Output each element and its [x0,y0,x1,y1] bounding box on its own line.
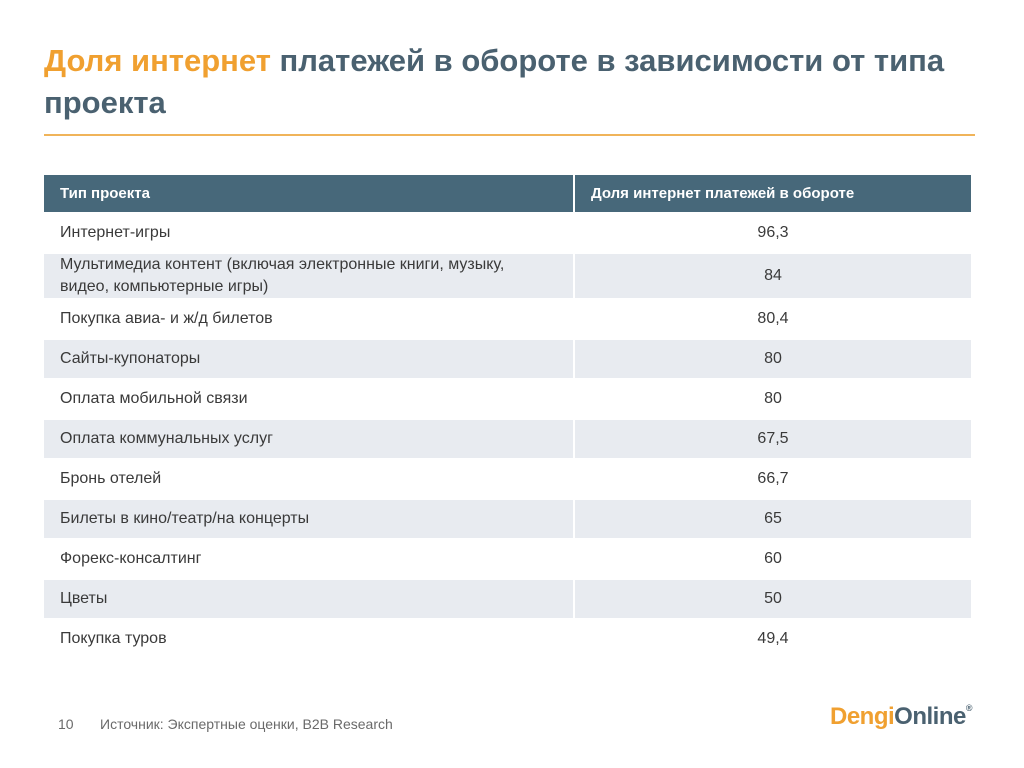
header-payment-share: Доля интернет платежей в обороте [573,175,971,213]
table-row: Цветы 50 [44,578,971,619]
table-row: Мультимедиа контент (включая электронные… [44,252,971,299]
table-row: Покупка авиа- и ж/д билетов 80,4 [44,298,971,339]
row-project-type: Билеты в кино/театр/на концерты [44,498,574,539]
table-row: Покупка туров 49,4 [44,618,971,658]
page-number: 10 [58,716,74,732]
table-row: Оплата коммунальных услуг 67,5 [44,418,971,459]
row-project-type: Мультимедиа контент (включая электронные… [44,252,574,299]
row-project-type: Оплата коммунальных услуг [44,418,574,459]
table-row: Форекс-консалтинг 60 [44,538,971,579]
logo-part-online: Online [894,703,966,730]
row-project-type: Сайты-купонаторы [44,338,574,379]
row-payment-share: 67,5 [573,418,971,459]
row-project-type: Покупка туров [44,618,574,658]
row-project-type: Интернет-игры [44,212,574,253]
row-payment-share: 96,3 [573,212,971,253]
logo-part-dengi: Dengi [830,703,895,730]
slide-title: Доля интернет платежей в обороте в завис… [44,40,984,124]
row-payment-share: 80 [573,378,971,419]
row-payment-share: 80,4 [573,298,971,339]
table-header-row: Тип проекта Доля интернет платежей в обо… [44,175,971,213]
title-rest: платежей в обороте в зависимости от типа… [44,43,945,120]
row-project-type: Форекс-консалтинг [44,538,574,579]
title-divider [44,134,975,136]
row-project-type: Бронь отелей [44,458,574,499]
table-row: Билеты в кино/театр/на концерты 65 [44,498,971,539]
source-note: Источник: Экспертные оценки, B2B Researc… [100,716,393,732]
table-row: Сайты-купонаторы 80 [44,338,971,379]
dengionline-logo: DengiOnline® [830,703,972,731]
table-row: Бронь отелей 66,7 [44,458,971,499]
table-row: Оплата мобильной связи 80 [44,378,971,419]
row-payment-share: 84 [573,252,971,299]
row-payment-share: 50 [573,578,971,619]
row-payment-share: 66,7 [573,458,971,499]
row-project-type: Оплата мобильной связи [44,378,574,419]
title-accent: Доля интернет [44,43,271,78]
row-payment-share: 49,4 [573,618,971,658]
row-payment-share: 60 [573,538,971,579]
header-project-type: Тип проекта [44,175,574,213]
row-payment-share: 65 [573,498,971,539]
registered-mark-icon: ® [965,703,973,713]
row-project-type: Покупка авиа- и ж/д билетов [44,298,574,339]
row-payment-share: 80 [573,338,971,379]
table-row: Интернет-игры 96,3 [44,212,971,253]
row-project-type: Цветы [44,578,574,619]
payments-share-table: Тип проекта Доля интернет платежей в обо… [44,175,971,658]
